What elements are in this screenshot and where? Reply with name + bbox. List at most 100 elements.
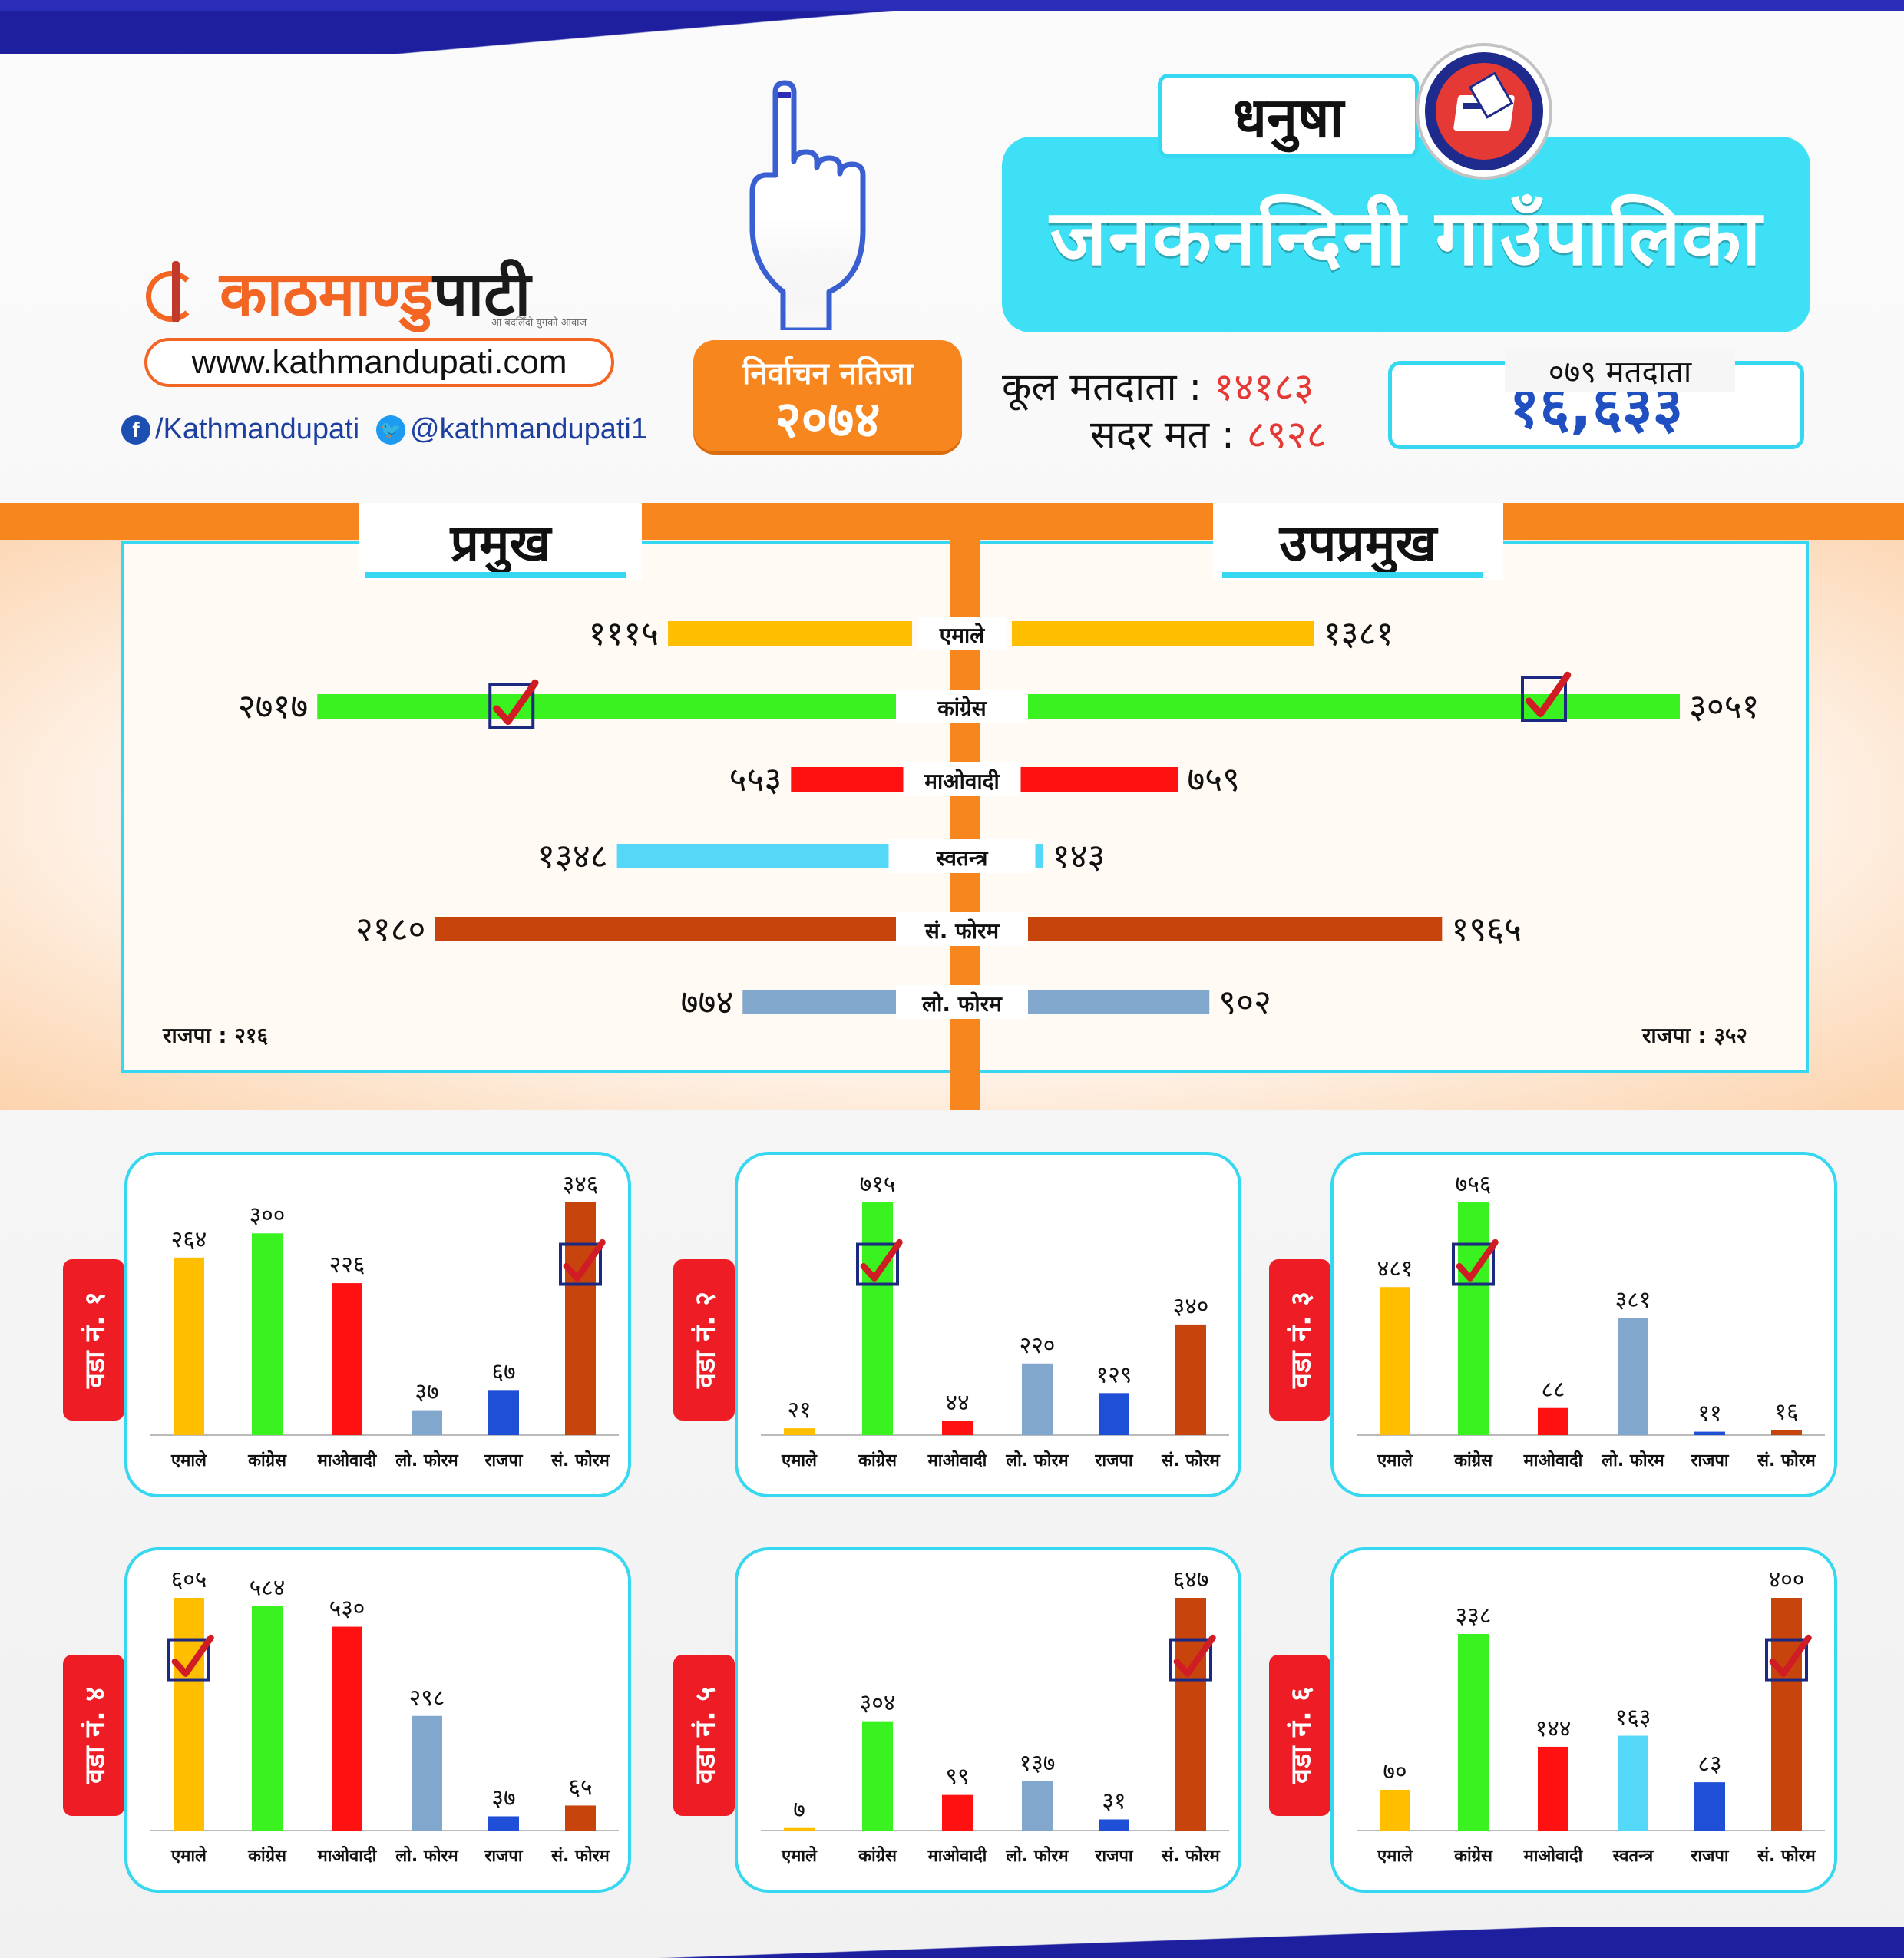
ward-bar-value: १६ (1774, 1399, 1798, 1426)
ward-bar-value: १२९ (1096, 1361, 1132, 1388)
ward-bar (252, 1606, 283, 1831)
ward-bar-value: २२६ (329, 1252, 365, 1278)
ward-bar-value: ७० (1383, 1758, 1407, 1785)
ward-bar-value: ३७ (491, 1784, 515, 1811)
ward-bar (488, 1816, 519, 1831)
ward-winner-check-tick (1456, 1239, 1499, 1282)
ward-bar (1458, 1633, 1489, 1831)
ward-category-label: कांग्रेस (858, 1450, 897, 1470)
ward-bar (1538, 1407, 1568, 1435)
ward-tag-3: वडा नं. ३ (1269, 1259, 1330, 1421)
facebook-icon: f (121, 415, 150, 445)
ward-chart-3: ४८१ एमाले ७५६ कांग्रेस ८८ माओवादी ३८१ लो. फोरम १… (1330, 1152, 1837, 1497)
ward-tag-5: वडा नं. ५ (673, 1655, 735, 1816)
ward-category-label: माओवादी (927, 1845, 988, 1866)
ward-bar (942, 1794, 973, 1831)
ward-bar (1099, 1393, 1129, 1435)
ward-bar-value: ४४ (945, 1389, 969, 1416)
ward-bar (1022, 1363, 1053, 1435)
ward-bar (252, 1233, 283, 1435)
ward-category-label: राजपा (484, 1847, 524, 1866)
ward-category-label: माओवादी (1523, 1845, 1584, 1866)
municipality-title: जनकनन्दिनी गाउँपालिका (1002, 137, 1810, 332)
ward-bar-value: २६४ (171, 1226, 207, 1253)
ward-bar (1771, 1430, 1802, 1435)
valid-votes: सदर मत : ८९२८ (1090, 407, 1327, 459)
ward-bar-value: ७ (793, 1797, 805, 1824)
ward-bar-value: ३४० (1173, 1293, 1209, 1320)
ward-category-label: एमाले (1377, 1450, 1413, 1470)
ward-category-label: सं. फोरम (1161, 1450, 1221, 1470)
ward-winner-check-box (1169, 1638, 1212, 1682)
facebook-link[interactable]: f/Kathmandupati (121, 413, 359, 446)
ward-bar-value: ३०० (250, 1202, 286, 1229)
ward-bar (1380, 1789, 1410, 1831)
election-year: २०७४ (775, 390, 881, 449)
ward-bar (1694, 1431, 1725, 1435)
ward-category-label: कांग्रेस (247, 1450, 287, 1470)
tab-deputy-underline (1222, 572, 1483, 578)
ward-category-label: राजपा (1094, 1847, 1134, 1866)
tab-mayor-underline (365, 572, 626, 578)
ward-winner-check-tick (1769, 1634, 1812, 1677)
ward-category-label: एमाले (781, 1450, 818, 1470)
total-voters: कूल मतदाता : १४१८३ (1002, 359, 1314, 412)
voting-hand-icon (749, 80, 866, 330)
ward-category-label: स्वतन्त्र (1612, 1847, 1654, 1866)
website-link[interactable]: www.kathmandupati.com (144, 338, 614, 387)
ward-bar-value: ६५ (568, 1774, 592, 1801)
ward-category-label: लो. फोरम (1601, 1450, 1664, 1470)
ward-winner-check-tick (563, 1239, 606, 1282)
ward-bar-value: ८३ (1697, 1751, 1721, 1778)
ward-bar-value: ३३८ (1456, 1602, 1492, 1629)
ward-tag-4: वडा नं. ४ (63, 1655, 124, 1816)
ward-category-label: लो. फोरम (395, 1450, 458, 1470)
ward-category-label: कांग्रेस (1453, 1845, 1493, 1866)
ward-bar-value: ६४७ (1173, 1566, 1209, 1593)
ward-bar (1175, 1598, 1206, 1831)
ward-bar (174, 1598, 204, 1831)
ward-bar (942, 1421, 973, 1435)
logo-wordmark: काठमाण्डुपाटी (220, 258, 531, 329)
kathmandupati-logo: काठमाण्डुपाटी (146, 250, 531, 333)
ward-bar (565, 1805, 596, 1831)
ward-tag-1: वडा नं. १ (63, 1259, 124, 1421)
ward-bar (862, 1721, 893, 1831)
ward-winner-check-tick (171, 1634, 214, 1677)
ward-category-label: सं. फोरम (550, 1845, 610, 1866)
ward-category-label: सं. फोरम (550, 1450, 610, 1470)
ward-bar-value: १४४ (1535, 1715, 1572, 1742)
ward-winner-check-box (856, 1242, 899, 1286)
ward-winner-check-box (559, 1242, 602, 1286)
bottom-accent-bar (0, 1927, 1904, 1958)
voters-079-label: ०७९ मतदाता (1505, 349, 1735, 392)
ward-category-label: एमाले (781, 1845, 818, 1866)
ward-bar-value: ७१५ (860, 1171, 896, 1198)
ward-bar-value: ५८४ (250, 1575, 286, 1602)
ward-category-label: एमाले (1377, 1845, 1413, 1866)
ward-category-label: एमाले (170, 1450, 207, 1470)
ward-category-label: लो. फोरम (1005, 1450, 1069, 1470)
ward-category-label: सं. फोरम (1757, 1845, 1816, 1866)
ward-bar-value: ३८१ (1615, 1286, 1651, 1313)
ward-bar (1538, 1746, 1568, 1831)
ward-bar-value: १३७ (1020, 1750, 1056, 1777)
district-label: धनुषा (1158, 74, 1419, 158)
ward-category-label: राजपा (1690, 1451, 1730, 1470)
ward-winner-check-tick (860, 1239, 903, 1282)
ward-bar-value: २९८ (409, 1685, 445, 1712)
ward-bar (1458, 1202, 1489, 1435)
ward-category-label: कांग्रेस (858, 1845, 897, 1866)
ward-bar (174, 1257, 204, 1435)
ward-category-label: माओवादी (927, 1450, 988, 1470)
ward-category-label: राजपा (1094, 1451, 1134, 1470)
ward-winner-check (1765, 1634, 1812, 1682)
ward-bar (1618, 1318, 1648, 1435)
ward-category-label: माओवादी (317, 1450, 378, 1470)
tab-deputy-mayor: उपप्रमुख (1213, 503, 1503, 580)
ward-tag-2: वडा नं. २ (673, 1259, 735, 1421)
ward-winner-check (1169, 1634, 1216, 1682)
twitter-link[interactable]: 🐦 @kathmandupati1 (376, 413, 647, 446)
ward-bar (1694, 1782, 1725, 1831)
valid-votes-label: सदर मत : (1090, 412, 1235, 457)
